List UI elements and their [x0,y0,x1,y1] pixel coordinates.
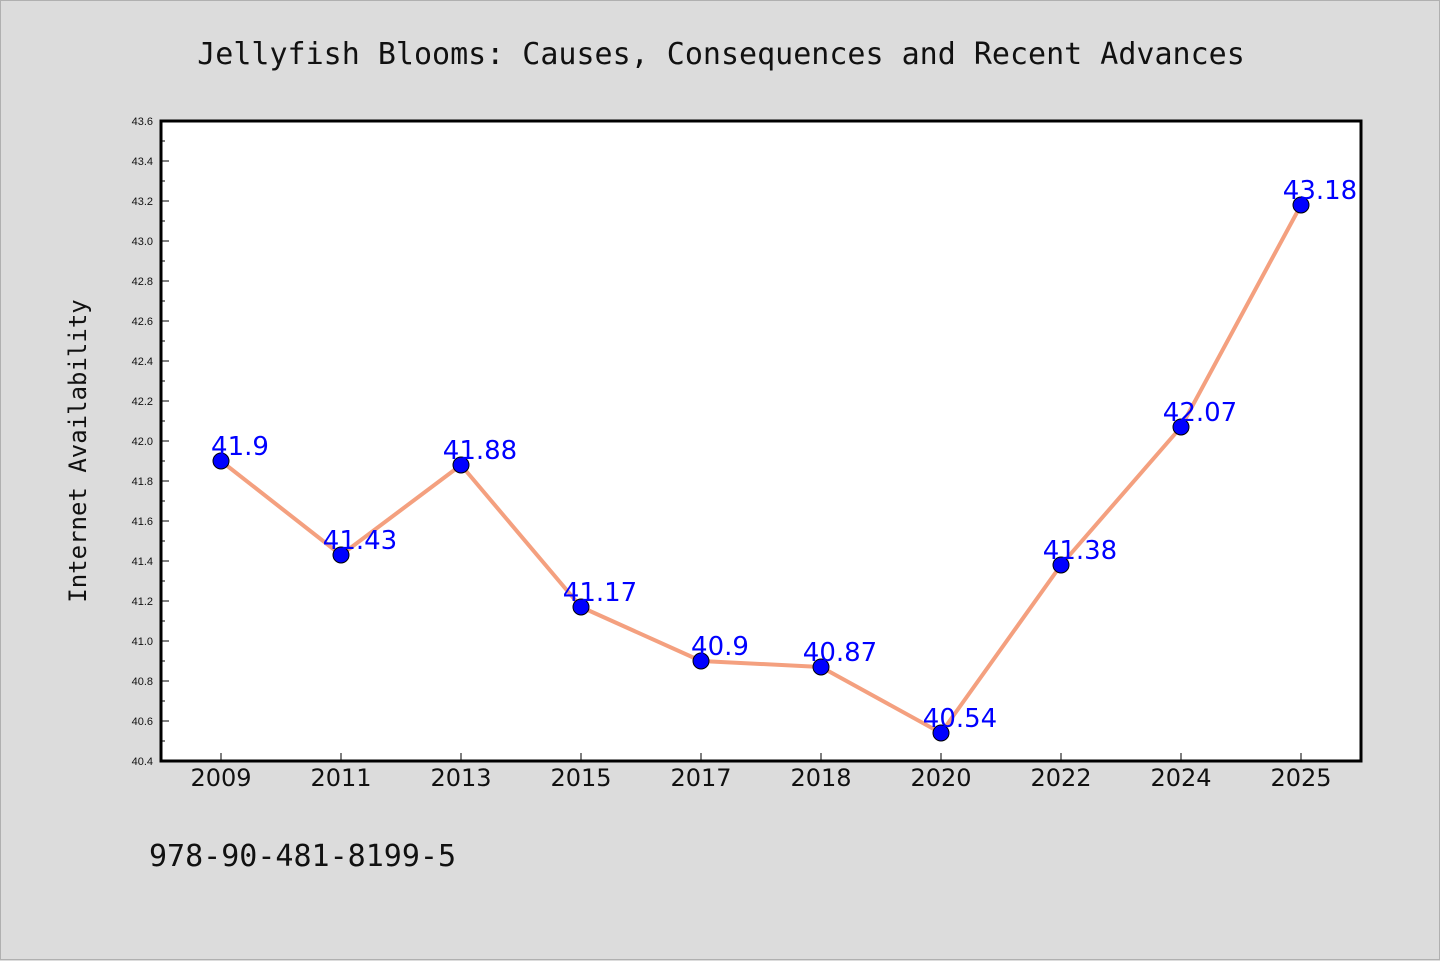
data-point [332,546,350,564]
chart-title: Jellyfish Blooms: Causes, Consequences a… [197,37,1245,72]
data-label: 41.9 [211,432,269,462]
data-label: 41.43 [323,526,397,556]
x-tick-label: 2017 [670,764,731,792]
y-tick-label: 41.2 [132,596,153,608]
data-label: 43.18 [1283,176,1357,206]
series-line [219,203,1303,735]
series-group [212,196,1310,742]
x-tick-label: 2018 [790,764,851,792]
x-tick-label: 2020 [910,764,971,792]
y-tick-label: 41.4 [132,556,153,568]
data-label: 40.9 [691,632,749,662]
y-tick-label: 40.4 [132,756,153,768]
data-point [452,456,470,474]
data-label: 41.88 [443,436,517,466]
y-tick-label: 40.8 [132,676,153,688]
data-point [1172,418,1190,436]
data-point [932,724,950,742]
x-tick-label: 2025 [1270,764,1331,792]
plot-area [159,119,1363,763]
x-tick-label: 2022 [1030,764,1091,792]
y-tick-label: 41.8 [132,476,153,488]
y-tick-label: 42.6 [132,316,153,328]
x-tick-label: 2015 [550,764,611,792]
x-tick-label: 2024 [1150,764,1211,792]
y-tick-label: 42.0 [132,436,153,448]
x-tick-label: 2013 [430,764,491,792]
y-tick-label: 41.6 [132,516,153,528]
y-tick-label: 42.2 [132,396,153,408]
y-tick-label: 43.4 [132,156,153,168]
y-tick-label: 42.8 [132,276,153,288]
data-labels-group: 41.9 41.43 41.88 41.17 40.9 40.87 40.54 41.38 42… [211,176,1357,734]
data-point [1292,196,1310,214]
y-tick-label: 43.0 [132,236,153,248]
data-label: 40.87 [803,638,877,668]
data-label: 42.07 [1163,398,1237,428]
x-tick-label: 2011 [310,764,371,792]
x-tick-label: 2009 [190,764,251,792]
data-label: 41.17 [563,578,637,608]
data-label: 40.54 [923,704,997,734]
y-axis: 40.4 40.6 40.8 41.0 41.2 41.4 41.6 41.8 42.0 42.2… [132,116,169,768]
data-point [572,598,590,616]
y-tick-label: 43.6 [132,116,153,128]
x-axis: 2009 2011 2013 2015 2017 2018 2020 2022 2024 2025 [190,753,1332,792]
data-label: 41.38 [1043,536,1117,566]
y-tick-label: 42.4 [132,356,153,368]
data-point [1052,556,1070,574]
data-point [692,652,710,670]
y-axis-label: Internet Availability [64,299,92,602]
y-tick-label: 43.2 [132,196,153,208]
y-tick-label: 40.6 [132,716,153,728]
y-tick-label: 41.0 [132,636,153,648]
data-point [212,452,230,470]
isbn-text: 978-90-481-8199-5 [149,839,456,874]
data-point [812,658,830,676]
